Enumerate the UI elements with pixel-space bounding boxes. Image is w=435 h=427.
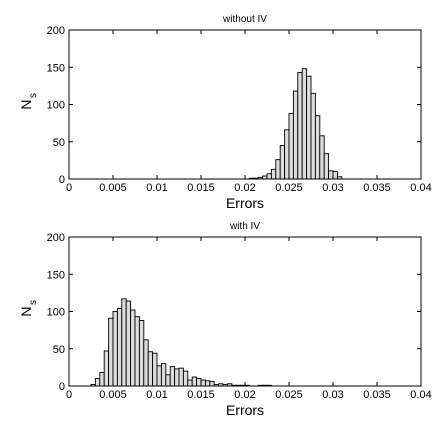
- histogram-bar: [284, 129, 290, 180]
- y-tick-label: 150: [47, 62, 65, 74]
- histogram-bar: [143, 339, 149, 387]
- x-tick-label: 0.005: [99, 389, 127, 401]
- histogram-bar: [204, 380, 211, 387]
- histogram-bar: [270, 168, 277, 180]
- x-tick-label: 0.03: [322, 389, 343, 401]
- y-tick-label: 200: [47, 25, 65, 37]
- x-tick-label: 0.015: [187, 389, 215, 401]
- histogram-bar: [121, 298, 127, 387]
- histogram-bar: [200, 379, 206, 387]
- histogram-bar: [314, 115, 321, 180]
- y-tick-label: 0: [59, 174, 65, 186]
- x-tick-label: 0: [66, 182, 72, 194]
- histogram-bar: [292, 90, 299, 180]
- x-tick-label: 0.025: [275, 389, 303, 401]
- x-axis-label: Errors: [226, 195, 264, 211]
- x-tick-label: 0.03: [322, 182, 343, 194]
- histogram-bar: [310, 92, 316, 180]
- histogram-bar: [108, 317, 114, 387]
- chart-title: with IV: [229, 221, 260, 232]
- plot-area-frame: [68, 29, 422, 180]
- histogram-bar: [275, 159, 281, 180]
- histogram-bar: [99, 372, 105, 387]
- histogram-bar: [169, 366, 176, 387]
- histogram-bar: [297, 72, 303, 180]
- y-axis-label-subscript: s: [28, 300, 39, 305]
- x-tick-label: 0.035: [363, 389, 391, 401]
- y-axis-label-subscript: s: [28, 93, 39, 98]
- histogram-bar: [125, 300, 132, 387]
- y-tick-label: 200: [47, 232, 65, 244]
- x-tick-label: 0.04: [410, 389, 431, 401]
- y-axis-label-main: N: [18, 99, 34, 109]
- histogram-bar: [266, 173, 272, 180]
- histogram-bar: [138, 319, 145, 387]
- histogram-bar: [191, 376, 198, 387]
- histogram-panel-1: 0 0.005 0.01 0.015 0.02 0.025 0.03 0.035 0.04 0 50…: [18, 14, 432, 211]
- histogram-bar: [209, 381, 215, 387]
- x-tick-label: 0.005: [99, 182, 127, 194]
- histogram-bar: [94, 378, 101, 387]
- y-axis-label: Ns: [18, 93, 39, 110]
- y-tick-label: 100: [47, 307, 65, 319]
- histogram-bar: [182, 370, 189, 387]
- y-tick-label: 100: [47, 100, 65, 112]
- x-tick-label: 0.04: [410, 182, 431, 194]
- chart-title: without IV: [222, 14, 267, 25]
- histogram-bar: [156, 365, 162, 387]
- x-tick-label: 0.02: [234, 389, 255, 401]
- histogram-bar: [319, 135, 325, 180]
- y-tick-label: 50: [53, 344, 65, 356]
- histogram-bar: [147, 351, 154, 387]
- histogram-bar: [178, 367, 184, 387]
- histogram-bar: [116, 308, 123, 387]
- histogram-bar: [130, 309, 136, 387]
- histogram-bar: [134, 316, 140, 387]
- x-tick-label: 0: [66, 389, 72, 401]
- histogram-bar: [323, 153, 330, 180]
- y-tick-label: 0: [59, 381, 65, 393]
- histogram-bar: [174, 368, 180, 387]
- histogram-bar: [103, 350, 110, 387]
- histogram-bar: [165, 374, 171, 387]
- x-tick-label: 0.025: [275, 182, 303, 194]
- histogram-panel-2: 0 0.005 0.01 0.015 0.02 0.025 0.03 0.035 0.04 0 50…: [18, 221, 432, 418]
- histogram-bar: [160, 363, 167, 387]
- histogram-bar: [187, 379, 193, 387]
- histogram-bar: [332, 171, 338, 180]
- histogram-bar: [306, 75, 312, 180]
- y-tick-label: 50: [53, 137, 65, 149]
- histogram-bar: [279, 145, 286, 180]
- histogram-bar: [288, 112, 294, 180]
- y-tick-label: 150: [47, 269, 65, 281]
- histogram-bar: [152, 352, 158, 387]
- histogram-bar: [328, 170, 334, 180]
- histogram-bar: [112, 311, 118, 387]
- x-tick-label: 0.035: [363, 182, 391, 194]
- histogram-bar: [301, 68, 308, 180]
- y-axis-label: Ns: [18, 300, 39, 317]
- x-axis-label: Errors: [226, 402, 264, 418]
- x-tick-label: 0.015: [187, 182, 215, 194]
- x-tick-label: 0.02: [234, 182, 255, 194]
- histogram-bar: [196, 378, 202, 387]
- x-tick-label: 0.01: [146, 389, 167, 401]
- x-tick-label: 0.01: [146, 182, 167, 194]
- y-axis-label-main: N: [18, 306, 34, 316]
